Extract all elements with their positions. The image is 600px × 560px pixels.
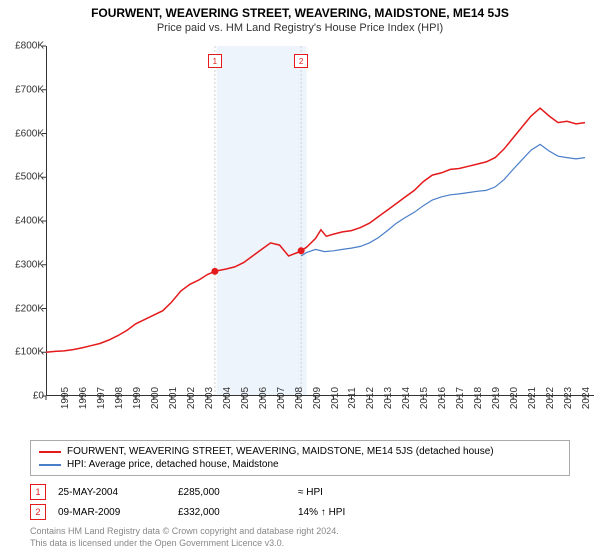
y-tick-label: £600K — [15, 128, 44, 139]
y-tick-label: £800K — [15, 41, 44, 52]
legend-box: FOURWENT, WEAVERING STREET, WEAVERING, M… — [30, 440, 570, 476]
transaction-delta: ≈ HPI — [298, 487, 418, 498]
legend-swatch — [39, 451, 61, 453]
y-tick-label: £700K — [15, 84, 44, 95]
legend-label: HPI: Average price, detached house, Maid… — [67, 459, 279, 470]
transaction-marker: 2 — [30, 504, 46, 520]
x-tick-label: 2025 — [585, 387, 600, 409]
legend-area: FOURWENT, WEAVERING STREET, WEAVERING, M… — [30, 440, 570, 549]
legend-label: FOURWENT, WEAVERING STREET, WEAVERING, M… — [67, 446, 494, 457]
legend-item: FOURWENT, WEAVERING STREET, WEAVERING, M… — [39, 445, 561, 458]
transaction-row: 2 09-MAR-2009£332,00014% ↑ HPI — [30, 502, 570, 522]
y-tick-label: £300K — [15, 259, 44, 270]
chart-subtitle: Price paid vs. HM Land Registry's House … — [0, 20, 600, 38]
transaction-price: £285,000 — [178, 487, 298, 498]
marker-label: 2 — [294, 54, 308, 68]
transaction-delta: 14% ↑ HPI — [298, 507, 418, 518]
y-tick-label: £200K — [15, 303, 44, 314]
chart-plot — [46, 46, 594, 396]
y-tick-label: £500K — [15, 172, 44, 183]
transaction-row: 1 25-MAY-2004£285,000≈ HPI — [30, 482, 570, 502]
marker-label: 1 — [208, 54, 222, 68]
footer-line-1: Contains HM Land Registry data © Crown c… — [30, 526, 570, 538]
legend-item: HPI: Average price, detached house, Maid… — [39, 458, 561, 471]
y-tick-label: £100K — [15, 347, 44, 358]
footer-line-2: This data is licensed under the Open Gov… — [30, 538, 570, 550]
transaction-date: 09-MAR-2009 — [58, 507, 178, 518]
footer-text: Contains HM Land Registry data © Crown c… — [30, 522, 570, 549]
chart-title: FOURWENT, WEAVERING STREET, WEAVERING, M… — [0, 0, 600, 20]
transaction-marker: 1 — [30, 484, 46, 500]
transaction-price: £332,000 — [178, 507, 298, 518]
y-tick-label: £400K — [15, 216, 44, 227]
legend-swatch — [39, 464, 61, 466]
transaction-date: 25-MAY-2004 — [58, 487, 178, 498]
y-tick-label: £0 — [33, 391, 44, 402]
